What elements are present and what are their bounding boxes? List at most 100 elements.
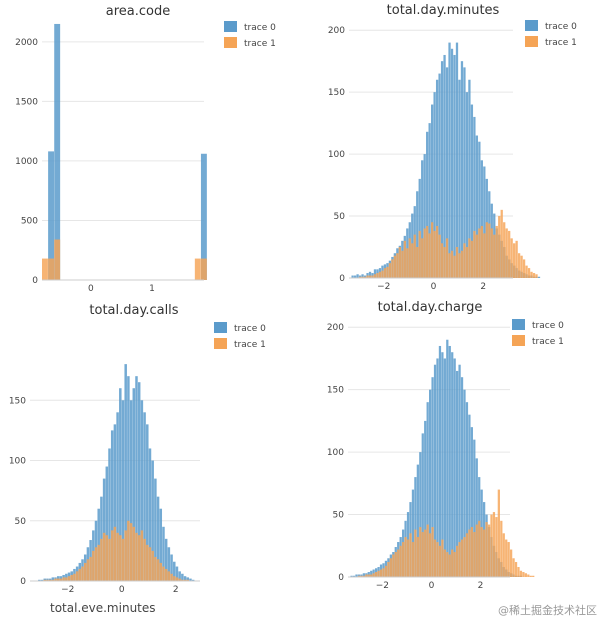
total-day-charge-bar-trace1	[512, 558, 515, 577]
area-code-legend-label[interactable]: trace 0	[244, 23, 276, 33]
total-day-charge-legend-swatch[interactable]	[512, 319, 525, 330]
total-day-calls-bar-trace1	[81, 566, 84, 581]
total-day-calls-bar-trace1	[129, 523, 133, 581]
total-day-minutes-bar-trace1	[435, 225, 439, 278]
total-day-minutes-bar-trace1	[391, 259, 394, 278]
total-day-charge-bar-trace1	[485, 522, 488, 577]
total-day-minutes-bar-trace1	[423, 228, 426, 278]
total-day-calls-bar-trace0	[40, 579, 44, 581]
total-day-calls-bar-trace1	[67, 576, 71, 581]
total-day-calls-legend-swatch[interactable]	[214, 338, 227, 349]
total-day-charge-bar-trace1	[360, 575, 363, 577]
area-code-bar-trace1	[194, 258, 201, 280]
total-day-charge-bar-trace0	[475, 458, 478, 577]
total-day-charge-bar-trace1	[426, 524, 429, 577]
total-day-charge-bar-trace0	[370, 570, 373, 577]
total-day-charge-legend-label[interactable]: trace 1	[532, 337, 564, 347]
total-day-calls-ytick-label: 150	[9, 396, 26, 406]
total-day-charge-bar-trace0	[463, 389, 466, 577]
area-code-legend-label[interactable]: trace 1	[244, 39, 276, 49]
total-day-minutes-bar-trace0	[455, 42, 459, 279]
total-day-calls-bar-trace0	[181, 573, 184, 581]
total-day-calls-bar-trace0	[59, 576, 63, 581]
total-day-charge-bar-trace0	[446, 339, 449, 577]
total-day-minutes-bar-trace1	[418, 230, 421, 278]
total-day-calls-bar-trace0	[154, 478, 157, 581]
total-day-minutes-title: total.day.minutes	[387, 3, 500, 18]
total-day-minutes-legend-label[interactable]: trace 0	[545, 22, 577, 32]
total-day-charge-bar-trace0	[438, 345, 442, 577]
total-day-calls-bar-trace1	[119, 535, 122, 581]
total-day-calls-bar-trace1	[59, 578, 63, 581]
total-day-minutes-bar-trace1	[388, 263, 392, 278]
total-day-charge-ytick-label: 200	[327, 323, 344, 333]
total-day-minutes-bar-trace1	[513, 243, 516, 278]
total-day-charge-bar-trace1	[416, 537, 419, 577]
total-day-calls-bar-trace0	[140, 400, 144, 581]
total-day-minutes-ytick-label: 200	[328, 26, 345, 36]
total-day-calls-legend-label[interactable]: trace 1	[234, 340, 266, 350]
total-day-charge-bar-trace1	[411, 542, 415, 577]
total-day-calls-bar-trace0	[162, 526, 165, 581]
total-day-charge-bar-trace0	[350, 575, 353, 577]
total-day-charge-bar-trace1	[367, 574, 370, 577]
total-day-calls-legend-swatch[interactable]	[214, 322, 227, 333]
total-day-minutes-bar-trace0	[480, 160, 483, 278]
total-day-charge-bar-trace0	[416, 464, 419, 577]
total-day-calls-bar-trace0	[124, 364, 127, 581]
total-day-charge-bar-trace1	[500, 520, 503, 577]
total-day-calls-bar-trace1	[56, 578, 60, 581]
total-day-calls-bar-trace0	[110, 430, 114, 581]
total-day-minutes-bar-trace1	[517, 253, 521, 278]
total-day-charge-bar-trace1	[433, 539, 437, 577]
total-day-minutes-legend-swatch[interactable]	[525, 20, 538, 31]
total-day-charge-bar-trace1	[362, 575, 365, 577]
total-day-charge-ytick-label: 50	[333, 511, 345, 521]
total-day-calls-bar-trace0	[143, 412, 146, 581]
total-day-calls-bar-trace1	[132, 526, 136, 581]
total-day-minutes-bar-trace1	[470, 240, 474, 278]
area-code-legend-swatch[interactable]	[224, 37, 237, 48]
total-day-calls-bar-trace1	[116, 532, 119, 581]
total-day-calls-bar-trace0	[178, 571, 181, 581]
total-day-calls-ytick-label: 50	[15, 517, 27, 527]
total-day-charge-legend-swatch[interactable]	[512, 335, 525, 346]
area-code-ytick-label: 1500	[15, 97, 38, 107]
total-day-minutes-legend-swatch[interactable]	[525, 36, 538, 47]
total-day-charge-bar-trace0	[470, 427, 473, 577]
total-day-calls-bar-trace0	[121, 400, 125, 581]
total-day-charge-bar-trace1	[492, 512, 496, 577]
total-day-charge-legend-label[interactable]: trace 0	[532, 321, 564, 331]
area-code-bar-trace1	[200, 258, 207, 280]
area-code-xtick-label: 1	[149, 284, 155, 294]
total-day-minutes-bar-trace1	[363, 276, 367, 278]
total-day-minutes-bar-trace1	[398, 247, 401, 278]
total-day-calls-bar-trace1	[97, 544, 100, 581]
total-day-charge-bar-trace1	[402, 542, 405, 577]
total-day-calls-legend-label[interactable]: trace 0	[234, 324, 266, 334]
total-day-calls-bar-trace0	[46, 578, 49, 581]
total-day-charge-bar-trace1	[370, 574, 373, 577]
total-day-minutes-bar-trace1	[505, 228, 508, 278]
total-day-calls-bar-trace1	[146, 544, 149, 581]
total-day-minutes-bar-trace1	[366, 275, 369, 278]
total-day-calls-bar-trace1	[164, 568, 168, 581]
total-day-calls-bar-trace1	[94, 547, 98, 581]
total-day-calls-bar-trace1	[175, 577, 179, 581]
total-day-charge-bar-trace1	[463, 537, 466, 577]
total-day-charge-bar-trace0	[421, 433, 424, 577]
total-day-charge-xtick-label: 0	[429, 581, 435, 591]
total-day-minutes-bar-trace0	[473, 116, 476, 279]
total-day-calls-bar-trace0	[132, 388, 136, 581]
total-day-minutes-bar-trace1	[368, 275, 372, 278]
total-day-minutes-bar-trace1	[485, 222, 488, 278]
total-day-minutes-bar-trace1	[522, 259, 526, 278]
area-code-legend-swatch[interactable]	[224, 21, 237, 32]
total-day-charge-bar-trace1	[406, 539, 410, 577]
total-day-minutes-legend-label[interactable]: trace 1	[545, 38, 577, 48]
total-day-calls-bar-trace0	[173, 561, 176, 581]
total-day-charge-bar-trace1	[465, 533, 469, 577]
total-day-calls-bar-trace0	[102, 478, 106, 581]
chart-area-code-svg: 500 1000 1500 2000 0 0 1 area.code trace 0 trace …	[15, 4, 276, 294]
total-day-calls-bar-trace0	[170, 554, 173, 581]
